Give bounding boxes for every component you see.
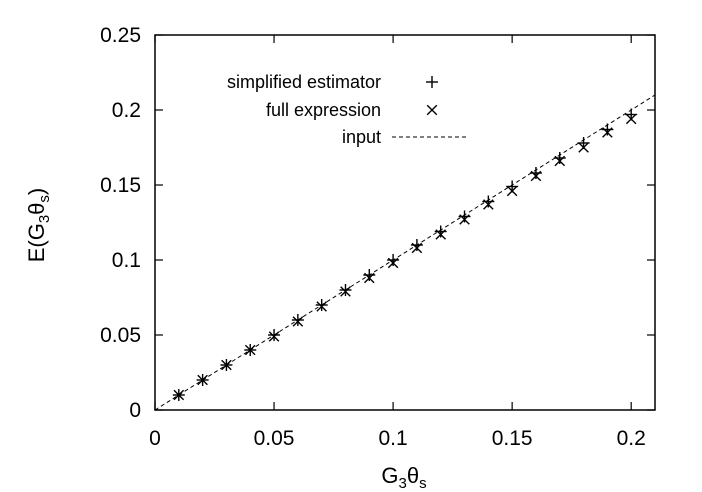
legend-marker-swatch	[426, 76, 438, 88]
x-tick-label: 0	[149, 427, 161, 450]
x-tick-label: 0.2	[617, 427, 646, 450]
legend-label: full expression	[266, 100, 381, 120]
data-point-full-11	[435, 229, 447, 240]
legend-label: input	[342, 127, 381, 147]
legend-entry-1: full expression	[266, 100, 438, 120]
data-point-simplified-13	[482, 195, 495, 208]
plot-frame	[154, 34, 656, 411]
data-point-full-7	[340, 286, 351, 297]
legend: simplified estimator full expression input	[227, 72, 466, 147]
y-tick-label: 0	[129, 399, 141, 422]
data-point-full-19	[625, 113, 637, 125]
data-point-simplified-11	[434, 225, 447, 238]
data-point-simplified-12	[458, 210, 471, 223]
axis-ticks: 0 0.05 0.1 0.15 0.2 0 0.05 0.1 0.15 0.2 0.25	[100, 24, 655, 450]
data-point-full-6	[316, 301, 327, 312]
data-point-full-18	[602, 127, 613, 138]
y-tick-label: 0.05	[100, 324, 141, 347]
legend-entry-0: simplified estimator	[227, 72, 438, 92]
data-point-full-12	[459, 214, 470, 225]
data-point-simplified-16	[553, 152, 566, 164]
data-point-full-13	[483, 199, 494, 210]
data-point-full-15	[530, 170, 542, 182]
x-axis-title: G3θs	[381, 463, 426, 492]
y-tick-label: 0.15	[100, 174, 141, 197]
series-line-input	[154, 94, 656, 411]
data-point-full-9	[387, 257, 399, 269]
y-tick-label: 0.1	[112, 249, 141, 272]
data-point-full-16	[554, 155, 566, 167]
y-tick-label: 0.2	[112, 99, 141, 122]
y-axis-title: E(G3θs)	[24, 188, 53, 263]
legend-entry-2: input	[342, 127, 466, 147]
data-point-full-14	[506, 185, 518, 197]
data-point-simplified-15	[529, 167, 542, 179]
x-tick-label: 0.1	[378, 427, 407, 450]
data-point-full-17	[578, 142, 589, 153]
plot-area	[154, 94, 656, 411]
legend-label: simplified estimator	[227, 72, 381, 92]
y-tick-label: 0.25	[100, 24, 141, 47]
data-point-full-4	[268, 331, 280, 342]
data-point-full-10	[411, 242, 423, 254]
legend-marker-swatch	[426, 104, 438, 116]
data-point-full-8	[363, 272, 375, 284]
data-point-full-5	[292, 316, 304, 327]
x-tick-label: 0.15	[492, 427, 533, 450]
x-tick-label: 0.05	[254, 427, 295, 450]
